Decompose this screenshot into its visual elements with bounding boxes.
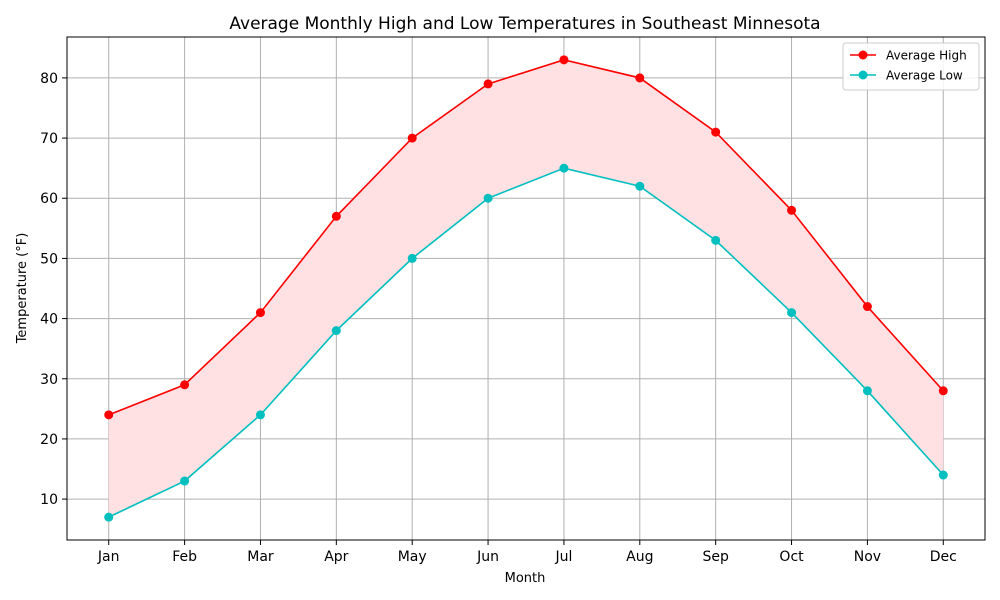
data-point-high — [938, 386, 948, 396]
legend-marker-high — [858, 50, 868, 60]
data-point-low — [483, 193, 493, 203]
x-tick-label: Jun — [476, 549, 499, 565]
legend-label-low: Average Low — [886, 69, 963, 83]
y-tick-label: 60 — [40, 191, 58, 207]
y-tick-label: 10 — [40, 492, 58, 508]
data-point-high — [180, 380, 190, 390]
data-point-high — [787, 205, 797, 215]
y-tick-label: 40 — [40, 312, 58, 328]
data-point-low — [938, 470, 948, 480]
high-low-fill-band — [108, 59, 944, 518]
data-point-low — [787, 308, 797, 318]
x-tick-label: Sep — [702, 549, 729, 565]
chart-title: Average Monthly High and Low Temperature… — [229, 14, 820, 34]
legend: Average High Average Low — [842, 42, 980, 91]
x-tick-label: Aug — [626, 549, 653, 565]
data-point-low — [255, 410, 265, 420]
data-point-high — [255, 308, 265, 318]
data-point-high — [331, 211, 341, 221]
legend-marker-low — [858, 70, 868, 80]
data-point-high — [635, 73, 645, 83]
data-point-high — [711, 127, 721, 137]
data-point-high — [104, 410, 114, 420]
x-tick-label: Apr — [324, 549, 348, 565]
y-tick-label: 80 — [40, 71, 58, 87]
y-tick-label: 70 — [40, 131, 58, 147]
x-axis-ticks: Jan Feb Mar Apr May Jun Jul Aug Sep Oct Nov Dec — [97, 540, 957, 565]
data-point-high — [559, 55, 569, 65]
data-point-low — [331, 326, 341, 336]
plot-frame — [66, 36, 986, 541]
x-tick-label: Jan — [97, 549, 120, 565]
x-tick-label: May — [398, 549, 427, 565]
data-point-low — [407, 253, 417, 263]
y-axis-label: Temperature (°F) — [15, 233, 30, 345]
data-point-high — [483, 79, 493, 89]
y-axis-ticks: 10 20 30 40 50 60 70 80 — [40, 71, 67, 508]
x-tick-label: Mar — [247, 549, 274, 565]
data-point-low — [862, 386, 872, 396]
x-tick-label: Jul — [554, 549, 572, 565]
x-axis-label: Month — [505, 571, 546, 586]
series-layer — [104, 55, 948, 522]
y-tick-label: 20 — [40, 432, 58, 448]
y-tick-label: 30 — [40, 372, 58, 388]
data-point-low — [635, 181, 645, 191]
y-tick-label: 50 — [40, 251, 58, 267]
data-point-high — [862, 302, 872, 312]
data-point-low — [104, 512, 114, 522]
data-point-high — [407, 133, 417, 143]
x-tick-label: Nov — [854, 549, 881, 565]
legend-box — [842, 42, 980, 91]
series-line-low — [108, 167, 944, 518]
x-tick-label: Dec — [930, 549, 957, 565]
data-point-low — [559, 163, 569, 173]
series-line-high — [108, 59, 944, 416]
data-point-low — [180, 476, 190, 486]
legend-label-high: Average High — [886, 49, 967, 63]
data-point-low — [711, 235, 721, 245]
x-tick-label: Oct — [779, 549, 804, 565]
x-tick-label: Feb — [172, 549, 197, 565]
